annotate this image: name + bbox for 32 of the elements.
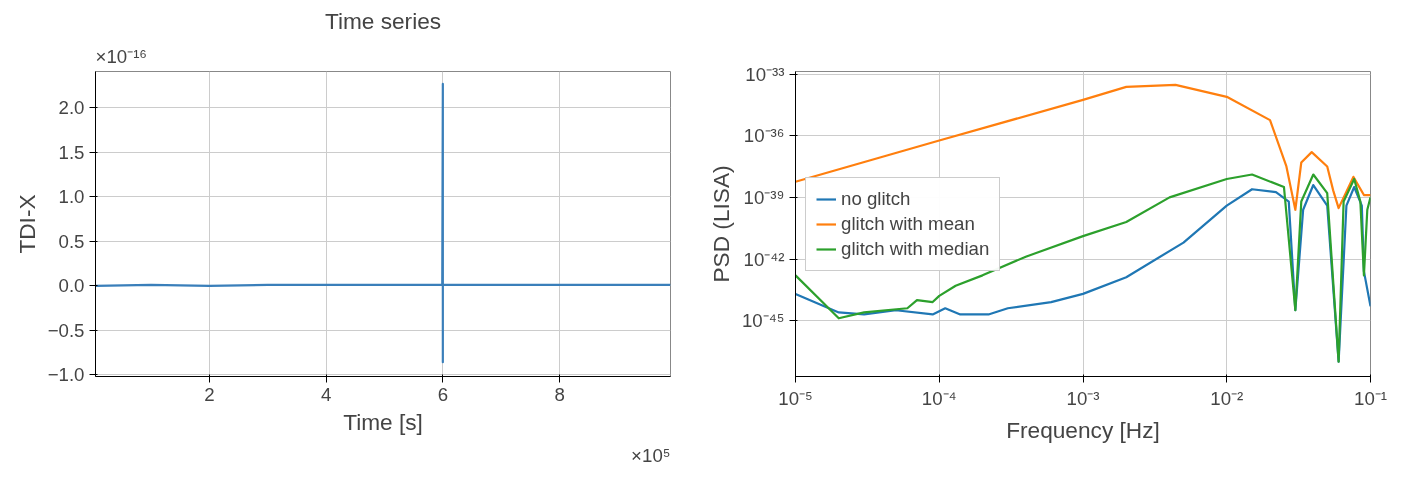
x-tick-label: 6: [437, 383, 449, 405]
legend-label: no glitch: [841, 187, 911, 210]
y-tick-label: 10⁻³⁹: [743, 186, 785, 208]
legend-label: glitch with mean: [841, 212, 975, 235]
x-tick-label: 10⁻²: [1210, 387, 1244, 409]
x-tick-label: 10⁻³: [1066, 387, 1100, 409]
y-tick-label: 10⁻³⁶: [743, 125, 785, 147]
x-tick-label: 10⁻⁴: [921, 387, 957, 409]
y-tick-label: 10⁻³³: [745, 63, 785, 85]
x-tick-label: 2: [204, 383, 215, 405]
y-axis-title: TDI-X: [13, 194, 40, 254]
text: ×10⁵: [631, 444, 671, 466]
y-tick-label: 10⁻⁴²: [743, 248, 785, 270]
chart-title: Time series: [324, 7, 442, 34]
line-series: [95, 82, 671, 364]
y-tick-label: 0.5: [58, 230, 85, 252]
x-axis-title: Frequency [Hz]: [1006, 416, 1160, 443]
legend-label: glitch with median: [841, 237, 990, 260]
y-tick-label: −1.0: [47, 364, 85, 386]
y-tick-label: −0.5: [47, 319, 85, 341]
x-tick-label: 10⁻¹: [1354, 387, 1387, 409]
x-tick-label: 4: [320, 383, 332, 405]
y-tick-label: 2.0: [58, 97, 85, 119]
y-tick-label: 10⁻⁴⁵: [742, 310, 785, 332]
y-tick-label: 1.5: [58, 141, 85, 163]
x-tick-label: 10⁻⁵: [778, 387, 813, 409]
text: ×10⁻¹⁶: [95, 45, 148, 67]
y-axis-title: PSD (LISA): [708, 165, 734, 283]
x-axis-title: Time [s]: [343, 408, 423, 435]
y-tick-label: 0.0: [58, 275, 85, 297]
y-tick-label: 1.0: [58, 186, 85, 208]
x-tick-label: 8: [554, 383, 565, 405]
